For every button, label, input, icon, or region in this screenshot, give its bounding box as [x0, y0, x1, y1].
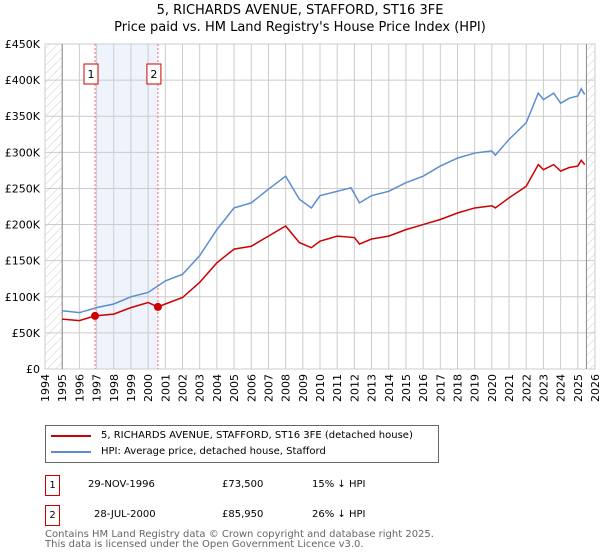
y-tick-label: £150K [5, 255, 41, 268]
x-tick-label: 2001 [159, 374, 172, 402]
y-tick-label: £100K [5, 291, 41, 304]
sale-point [91, 311, 100, 320]
legend-label-property: 5, RICHARDS AVENUE, STAFFORD, ST16 3FE (… [101, 430, 413, 441]
transaction-badge: 2 [45, 505, 60, 526]
sale-point [153, 302, 162, 311]
x-tick-label: 2024 [555, 374, 568, 402]
x-tick-label: 2011 [331, 374, 344, 402]
price-chart: 1994 1995 1996 1997 1998 1999 2000 2001 2002 2003… [5, 38, 600, 402]
x-tick-label: 2015 [400, 374, 413, 402]
legend-label-hpi: HPI: Average price, detached house, Staf… [101, 446, 326, 457]
x-tick-label: 2021 [503, 374, 516, 402]
x-tick-label: 2000 [142, 374, 155, 402]
transaction-date: 28-JUL-2000 [94, 509, 156, 520]
x-tick-label: 1995 [56, 374, 69, 402]
x-tick-label: 2003 [194, 374, 207, 402]
x-tick-label: 2009 [297, 374, 310, 402]
footer-copyright: Contains HM Land Registry data © Crown c… [45, 529, 434, 540]
sale-label-box [146, 63, 162, 85]
x-tick-label: 2016 [417, 374, 430, 402]
sale-label: 1 [88, 68, 95, 81]
x-tick-label: 2004 [211, 374, 224, 402]
x-tick-label: 2013 [366, 374, 379, 402]
y-tick-label: £0 [26, 363, 40, 376]
y-tick-label: £50K [12, 327, 41, 340]
y-tick-label: £450K [5, 38, 41, 51]
transaction-date: 29-NOV-1996 [88, 479, 155, 490]
x-tick-label: 1998 [108, 374, 121, 402]
x-tick-label: 2022 [520, 374, 533, 402]
post-data-hatch [586, 44, 595, 369]
x-tick-label: 1994 [39, 374, 52, 402]
chart-subtitle: Price paid vs. HM Land Registry's House … [114, 20, 486, 35]
y-tick-label: £350K [5, 110, 41, 123]
transaction-hpi: 26% ↓ HPI [312, 509, 366, 520]
x-tick-label: 2005 [228, 374, 241, 402]
x-tick-label: 2010 [314, 374, 327, 402]
transaction-price: £73,500 [222, 479, 264, 490]
x-tick-label: 2026 [589, 374, 600, 402]
x-tick-label: 2008 [280, 374, 293, 402]
sale-label: 2 [150, 68, 157, 81]
legend: 5, RICHARDS AVENUE, STAFFORD, ST16 3FE (… [45, 425, 439, 463]
legend-swatch-property [51, 434, 91, 437]
transaction-row: 2 28-JUL-2000 £85,950 26% ↓ HPI [45, 505, 445, 526]
x-tick-label: 2017 [434, 374, 447, 402]
legend-swatch-hpi [51, 450, 91, 453]
chart-title: 5, RICHARDS AVENUE, STAFFORD, ST16 3FE [156, 3, 444, 18]
footer: Contains HM Land Registry data © Crown c… [45, 530, 434, 550]
sale-label-box [83, 63, 99, 85]
transaction-row: 1 29-NOV-1996 £73,500 15% ↓ HPI [45, 475, 445, 496]
x-tick-label: 2020 [486, 374, 499, 402]
x-tick-label: 2023 [537, 374, 550, 402]
y-tick-label: £400K [5, 74, 41, 87]
x-tick-label: 2007 [262, 374, 275, 402]
transaction-price: £85,950 [222, 509, 264, 520]
transaction-badge: 1 [45, 475, 60, 496]
x-tick-label: 2012 [348, 374, 361, 402]
x-tick-label: 2019 [469, 374, 482, 402]
x-tick-label: 2014 [383, 374, 396, 402]
y-tick-label: £250K [5, 182, 41, 195]
x-tick-label: 1996 [73, 374, 86, 402]
y-tick-label: £300K [5, 146, 41, 159]
x-tick-label: 1999 [125, 374, 138, 402]
footer-licence: This data is licensed under the Open Gov… [45, 539, 364, 550]
x-tick-label: 1997 [91, 374, 104, 402]
pre-data-hatch [45, 44, 63, 369]
x-tick-label: 2018 [452, 374, 465, 402]
transaction-hpi: 15% ↓ HPI [312, 479, 366, 490]
hpi-line [62, 87, 586, 314]
x-tick-label: 2025 [572, 374, 585, 402]
x-tick-label: 2006 [245, 374, 258, 402]
x-tick-label: 2002 [177, 374, 190, 402]
y-tick-label: £200K [5, 219, 41, 232]
